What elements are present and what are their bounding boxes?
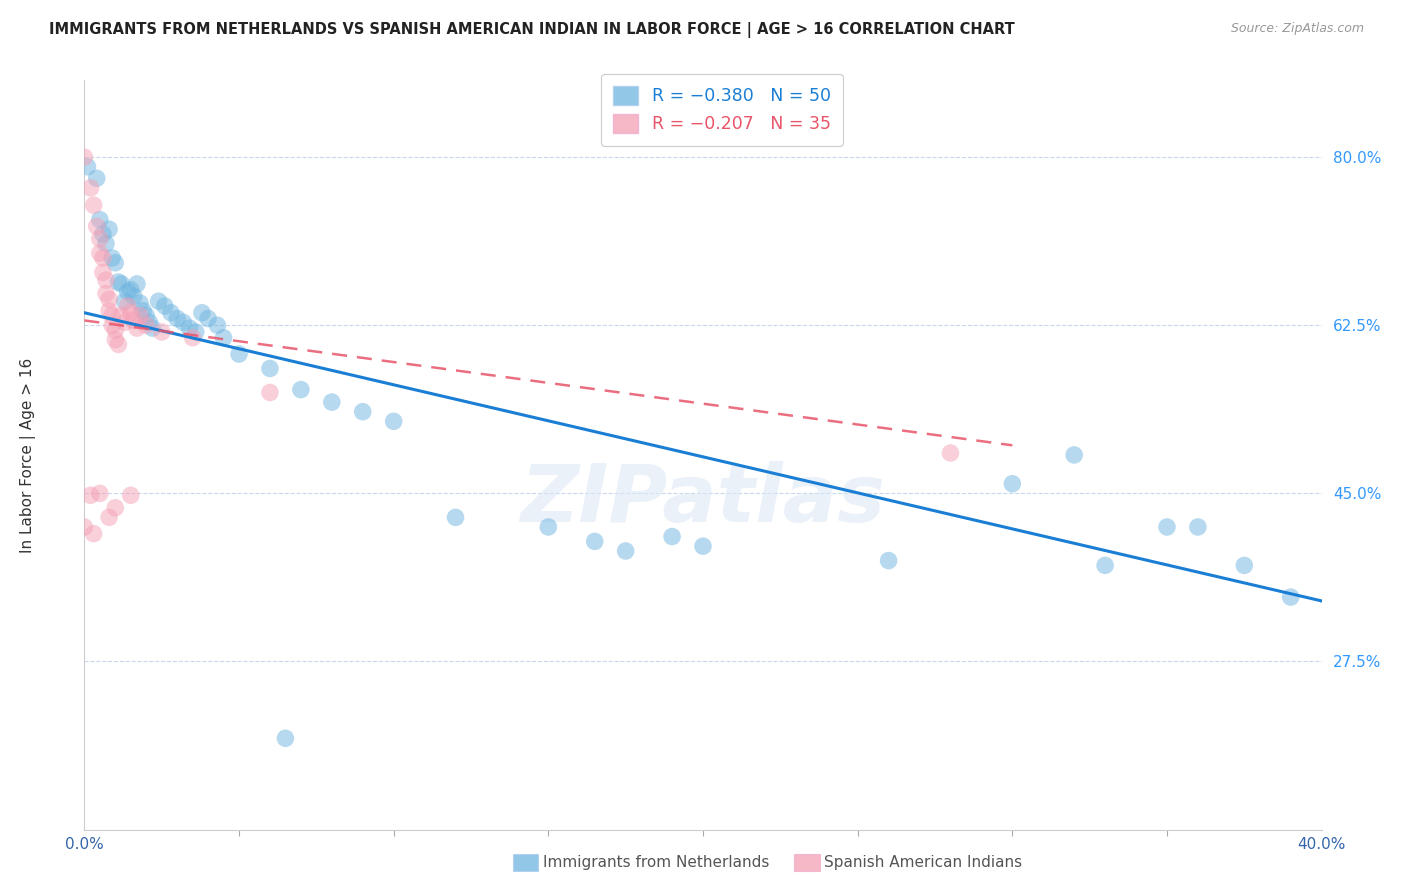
Point [114,294,136,309]
Point [120,306,142,320]
Point [135,318,157,333]
Point [101,318,124,333]
Point [138,315,160,329]
Point [98,293,121,307]
Point [172,315,194,329]
Point [83,198,105,212]
Point [1156,520,1178,534]
Point [1233,558,1256,573]
Point [98,222,121,236]
Text: Spanish American Indians: Spanish American Indians [824,855,1022,870]
Point [91,227,114,241]
Point [98,510,121,524]
Text: Source: ZipAtlas.com: Source: ZipAtlas.com [1230,22,1364,36]
Point [91,251,114,265]
Point [104,333,127,347]
Text: Immigrants from Netherlands: Immigrants from Netherlands [543,855,769,870]
Point [129,296,152,310]
Text: ZIPatlas: ZIPatlas [520,461,886,539]
Point [259,361,281,376]
Point [290,383,312,397]
Point [79,181,101,195]
Point [877,553,900,567]
Point [122,289,145,303]
Point [125,321,148,335]
Text: IMMIGRANTS FROM NETHERLANDS VS SPANISH AMERICAN INDIAN IN LABOR FORCE | AGE > 16: IMMIGRANTS FROM NETHERLANDS VS SPANISH A… [49,22,1015,38]
Legend: R = −0.380   N = 50, R = −0.207   N = 35: R = −0.380 N = 50, R = −0.207 N = 35 [602,74,842,145]
Point [141,321,163,335]
Point [98,303,121,318]
Point [939,446,962,460]
Point [110,309,132,323]
Point [160,306,183,320]
Point [107,275,129,289]
Point [117,299,139,313]
Point [73,520,96,534]
Point [89,246,111,260]
Point [129,309,152,323]
Point [89,212,111,227]
Point [153,299,176,313]
Point [197,311,219,326]
Point [274,731,297,746]
Point [107,337,129,351]
Point [537,520,560,534]
Point [614,544,637,558]
Point [73,150,96,164]
Point [117,285,139,299]
Point [207,318,229,333]
Point [191,306,214,320]
Point [661,530,683,544]
Point [1001,476,1024,491]
Point [86,219,108,234]
Point [79,488,101,502]
Point [104,323,127,337]
Point [101,251,124,265]
Point [444,510,467,524]
Point [150,325,173,339]
Point [259,385,281,400]
Point [104,500,127,515]
Point [181,331,204,345]
Point [228,347,250,361]
Point [94,286,117,301]
Point [692,539,714,553]
Point [91,265,114,279]
Point [120,488,142,502]
Point [583,534,606,549]
Point [120,283,142,297]
Point [83,526,105,541]
Point [114,315,136,329]
Point [101,309,124,323]
Point [1063,448,1085,462]
Point [148,294,170,309]
Point [94,236,117,251]
Point [76,160,98,174]
Point [321,395,343,409]
Point [352,405,374,419]
Point [1279,590,1302,604]
Point [94,273,117,287]
Point [89,486,111,500]
Point [135,309,157,323]
Point [125,277,148,291]
Point [110,277,132,291]
Point [184,325,207,339]
Point [89,232,111,246]
Point [1187,520,1209,534]
Point [382,414,405,428]
Y-axis label: In Labor Force | Age > 16: In Labor Force | Age > 16 [20,358,35,552]
Point [212,331,235,345]
Point [166,311,188,326]
Point [86,171,108,186]
Point [179,321,201,335]
Point [104,256,127,270]
Point [1094,558,1116,573]
Point [132,303,155,318]
Point [122,313,145,327]
